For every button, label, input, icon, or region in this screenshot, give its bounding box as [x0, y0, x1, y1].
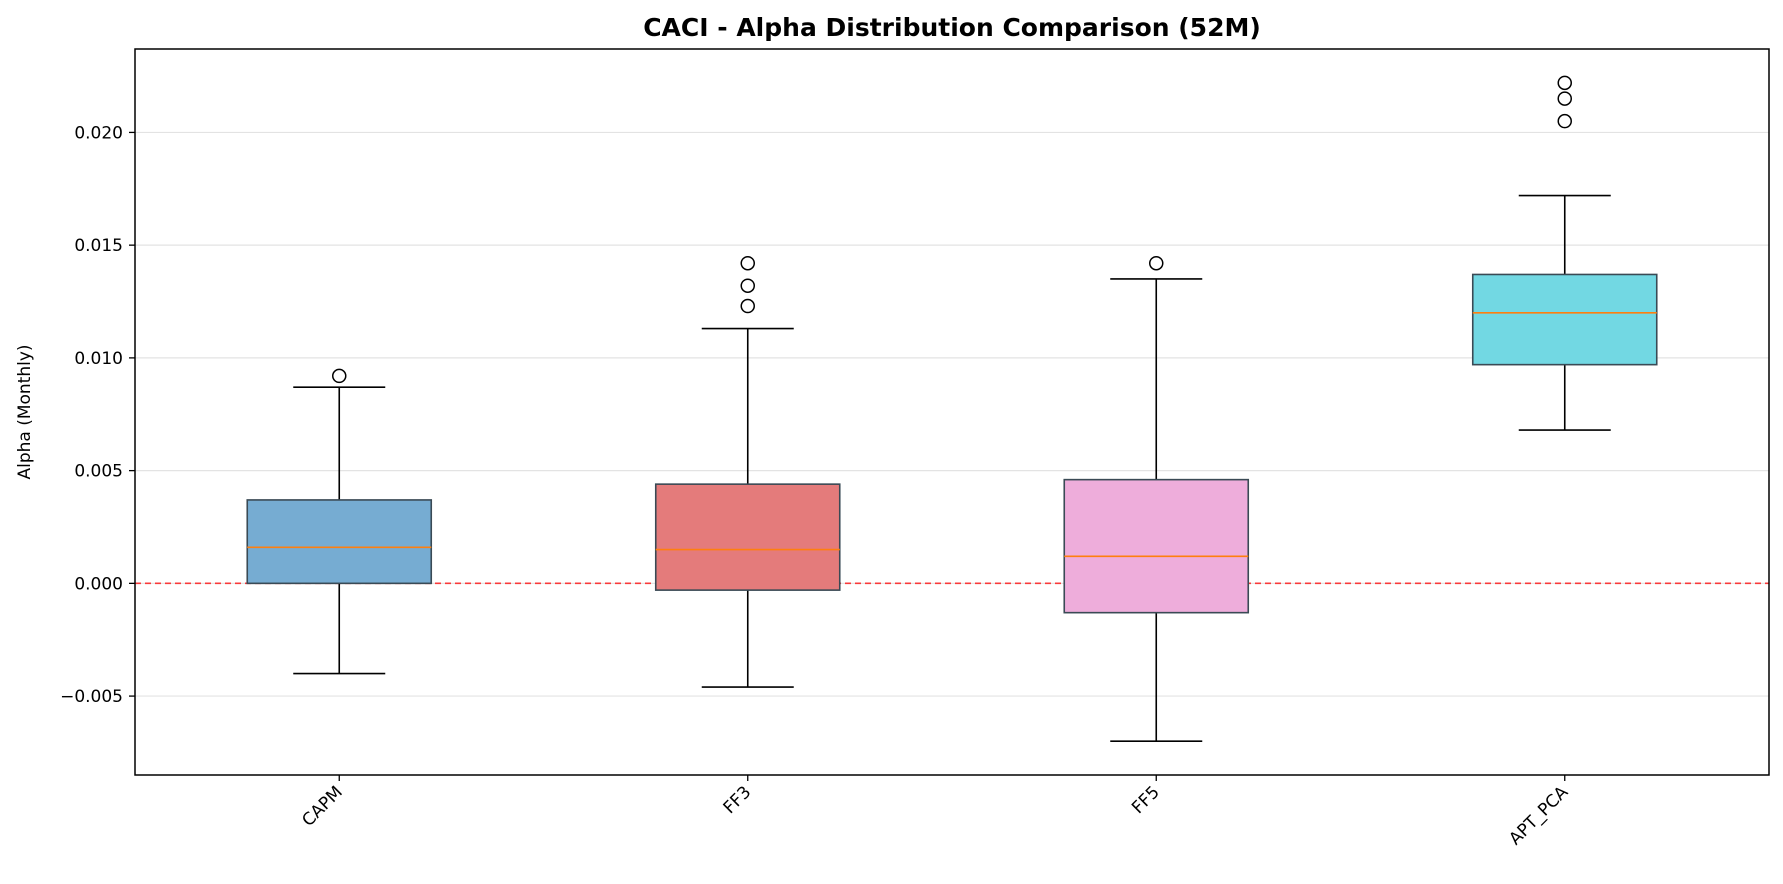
y-axis-title: Alpha (Monthly): [15, 344, 35, 479]
box-ff5: [1063, 255, 1250, 742]
plot-frame: [134, 48, 1770, 776]
y-tick-label: 0.000: [74, 574, 123, 594]
y-axis: −0.005 0.000 0.005 0.010 0.015 0.020: [60, 123, 135, 707]
outlier-point: [740, 278, 755, 293]
box-iqr: [1471, 273, 1658, 366]
box-iqr: [654, 483, 841, 591]
box-capm: [246, 368, 433, 675]
outlier-point: [1149, 255, 1164, 271]
y-gridlines: [135, 131, 1769, 697]
box-ff3: [654, 255, 841, 688]
y-tick-label: −0.005: [60, 687, 123, 707]
y-tick-label: 0.005: [74, 462, 123, 482]
box-iqr: [246, 499, 433, 585]
x-tick-label: FF5: [1128, 782, 1164, 818]
outlier-point: [1557, 113, 1572, 129]
box-apt-pca: [1471, 75, 1658, 431]
y-tick-label: 0.020: [74, 123, 123, 143]
chart-title: CACI - Alpha Distribution Comparison (52…: [643, 13, 1261, 42]
x-tick-label: APT_PCA: [1505, 782, 1572, 849]
outlier-point: [1557, 75, 1572, 91]
outlier-point: [740, 255, 755, 271]
x-tick-label: CAPM: [298, 782, 346, 830]
box-iqr: [1063, 478, 1250, 614]
outlier-point: [740, 298, 755, 314]
outlier-point: [332, 368, 347, 384]
x-axis: CAPM FF3 FF5 APT_PCA: [298, 775, 1573, 849]
y-tick-label: 0.010: [74, 349, 123, 369]
x-tick-label: FF3: [720, 782, 756, 818]
outlier-point: [1557, 91, 1572, 106]
y-tick-label: 0.015: [74, 236, 123, 256]
